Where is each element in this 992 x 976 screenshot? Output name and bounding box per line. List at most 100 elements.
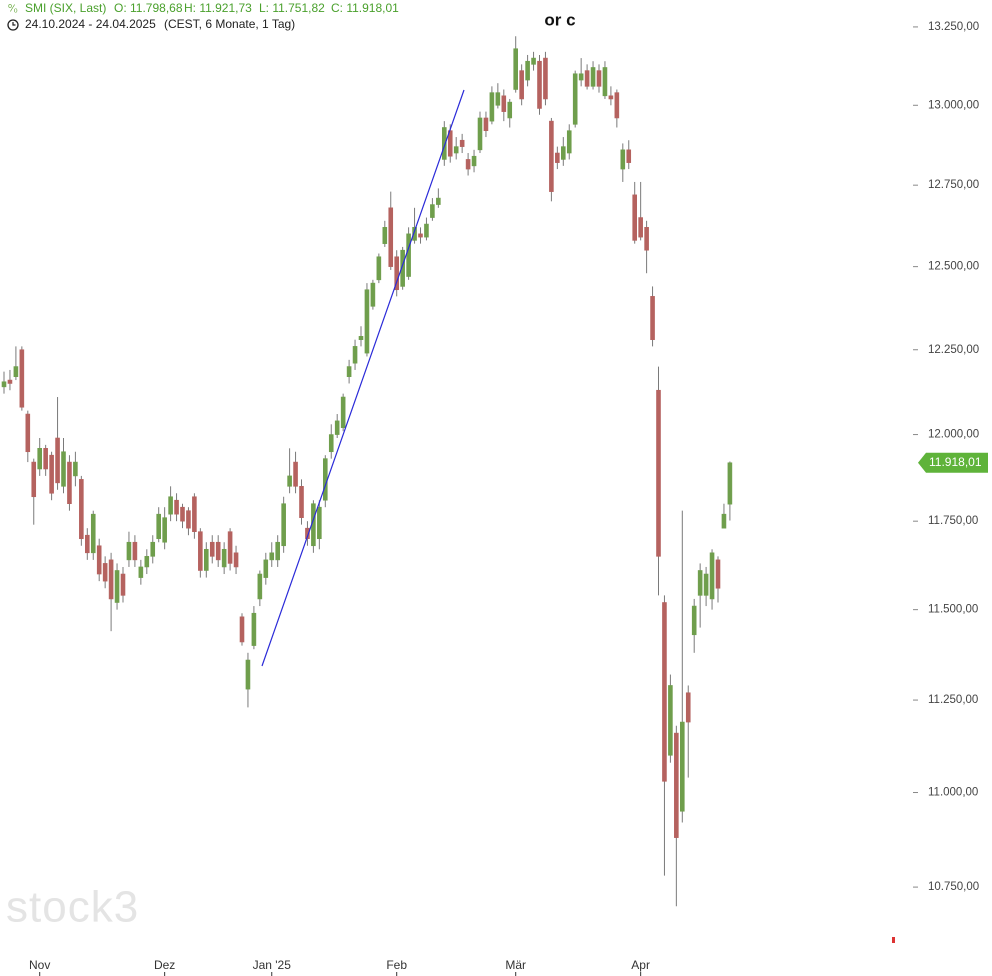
date-range: 24.10.2024 - 24.04.2025: [25, 17, 156, 31]
candle-body: [192, 496, 197, 532]
candle-body: [489, 92, 495, 122]
candle-body: [578, 73, 584, 81]
watermark: stock3: [6, 883, 139, 932]
candle-body: [376, 256, 382, 281]
candle-body: [221, 548, 227, 568]
candle-body: [721, 513, 727, 529]
candle-body: [138, 566, 144, 578]
header: ⁰⁄₀ SMI (SIX, Last) O: 11.798,68 H: 11.9…: [7, 1, 399, 31]
candle-body: [709, 552, 715, 600]
candle-body: [19, 349, 25, 408]
candle-body: [346, 366, 352, 377]
plot: 10.750,00 11.000,00 11.250,00 11.500,00 11.7…: [1, 21, 988, 976]
candle-body: [394, 256, 400, 291]
candle-body: [590, 67, 596, 87]
candle-body: [251, 612, 257, 646]
candle-body: [555, 152, 560, 163]
candle-body: [156, 513, 161, 540]
candle-body: [453, 146, 459, 154]
candle-body: [406, 233, 411, 277]
candle-body: [162, 517, 167, 543]
candle-body: [55, 437, 60, 484]
candle-body: [608, 95, 614, 100]
candle-body: [412, 227, 417, 241]
candle-body: [632, 194, 638, 241]
y-tick-label: 11.500,00: [928, 604, 978, 616]
candle-body: [596, 70, 602, 87]
candle-body: [644, 227, 649, 251]
candle-body: [150, 541, 156, 557]
candle-body: [305, 527, 310, 540]
candle-body: [269, 552, 275, 561]
clock-hand: [12, 22, 16, 26]
y-tick-label: 10.750,00: [928, 881, 979, 893]
candle-body: [620, 149, 626, 170]
candle-body: [67, 461, 72, 505]
candle-body: [180, 506, 185, 522]
candle-body: [703, 573, 709, 596]
y-tick-label: 13.250,00: [928, 21, 979, 33]
candle-body: [215, 541, 221, 561]
x-tick-label: Mär: [505, 958, 526, 972]
candle-body: [275, 541, 281, 561]
x-tick-label: Feb: [386, 958, 407, 972]
candle-body: [245, 659, 251, 690]
y-tick-label: 11.250,00: [928, 694, 978, 706]
candle-body: [382, 227, 388, 244]
candle-body: [299, 486, 304, 518]
candle-body: [239, 616, 245, 643]
candle-body: [293, 461, 298, 487]
candle-body: [352, 346, 358, 364]
candle-body: [674, 732, 679, 838]
candle-body: [662, 602, 667, 782]
chart-title: or c: [544, 10, 575, 29]
ohlc-high: H: 11.921,73: [184, 1, 252, 15]
candle-body: [584, 70, 590, 87]
candle-body: [650, 296, 655, 340]
candle-body: [477, 117, 483, 151]
y-tick-label: 12.000,00: [928, 429, 979, 441]
candle-body: [287, 475, 292, 487]
candle-body: [424, 223, 429, 238]
candle-body: [13, 366, 19, 377]
candle-body: [358, 336, 364, 340]
last-price-tag: [918, 452, 988, 473]
x-tick-label: Jan '25: [253, 958, 292, 972]
candle-body: [114, 570, 120, 603]
candle-body: [281, 503, 286, 547]
candle-body: [263, 559, 269, 578]
candle-body: [531, 57, 536, 65]
x-tick-label: Nov: [29, 958, 50, 972]
candle-body: [543, 57, 548, 100]
candle-body: [126, 541, 132, 561]
candle-body: [727, 462, 733, 505]
candle-body: [340, 396, 346, 429]
x-tick-label: Apr: [631, 958, 650, 972]
candle-body: [37, 448, 43, 470]
candle-body: [227, 531, 233, 564]
candle-body: [108, 559, 114, 600]
candle-body: [364, 289, 370, 354]
y-tick-label: 12.750,00: [928, 179, 979, 191]
candle-body: [495, 92, 501, 106]
candle-body: [483, 117, 489, 131]
candle-body: [73, 461, 78, 477]
candle-body: [49, 454, 54, 494]
candle-body: [459, 139, 465, 147]
candle-body: [90, 513, 96, 554]
candle-body: [465, 159, 471, 170]
y-tick-label: 12.500,00: [928, 261, 979, 273]
candle-body: [519, 70, 524, 100]
candle-body: [233, 552, 239, 568]
candle-body: [1, 381, 7, 388]
candle-body: [257, 573, 263, 600]
y-tick-label: 11.000,00: [928, 787, 978, 799]
candle-body: [43, 448, 48, 470]
candle-body: [334, 420, 340, 435]
candle-body: [501, 95, 507, 112]
candle-body: [25, 413, 31, 453]
candle-body: [198, 531, 203, 571]
y-tick-label: 11.750,00: [928, 515, 978, 527]
candle-body: [120, 573, 126, 596]
